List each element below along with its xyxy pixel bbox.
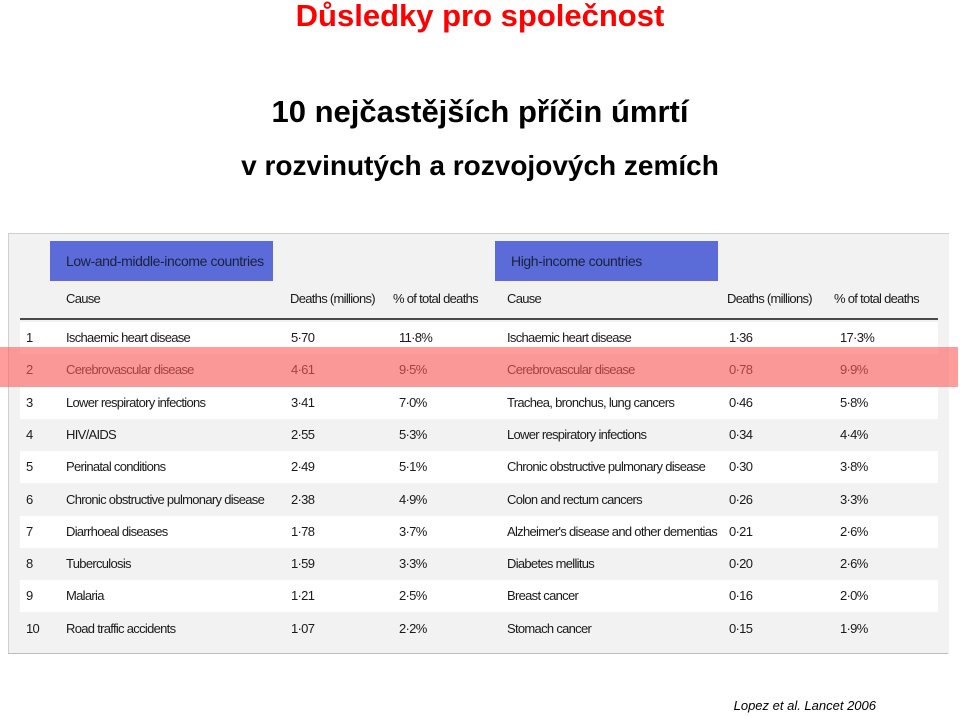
high-cause-cell: Breast cancer — [507, 588, 579, 604]
low-cause-cell: Ischaemic heart disease — [66, 330, 191, 345]
page-subtitle-2: v rozvinutých a rozvojových zemích — [241, 150, 719, 181]
high-cause-cell: Alzheimer's disease and other dementias — [507, 523, 718, 539]
table-row: 7 Diarrhoeal diseases 1·78 3·7% Alzheimer's … — [20, 515, 938, 548]
header-divider — [20, 318, 938, 320]
low-deaths-cell: 1·78 — [291, 523, 315, 539]
high-cause-cell: Chronic obstructive pulmonary disease — [507, 459, 706, 475]
high-pct-cell: 4·4% — [840, 426, 868, 442]
low-pct-cell: 5·3% — [399, 426, 427, 442]
high-pct-cell: 3·3% — [840, 491, 868, 507]
page-title: Důsledky pro společnost — [295, 0, 665, 33]
high-cause-cell: Lower respiratory infections — [507, 426, 647, 442]
low-deaths-cell: 3·41 — [291, 394, 315, 410]
low-cause-cell: Lower respiratory infections — [66, 394, 206, 410]
high-pct-cell: 2·6% — [840, 556, 868, 572]
rank-cell: 5 — [26, 459, 33, 475]
low-pct-cell: 7·0% — [399, 394, 427, 410]
high-cause-cell: Ischaemic heart disease — [507, 330, 632, 345]
high-deaths-cell: 0·15 — [729, 620, 753, 636]
high-pct-cell: 2·6% — [840, 523, 868, 539]
low-pct-cell: 5·1% — [399, 459, 427, 475]
group-header-low-income: Low-and-middle-income countries — [50, 241, 273, 281]
rank-cell: 3 — [26, 394, 33, 410]
rank-cell: 8 — [26, 556, 33, 572]
high-deaths-cell: 0·26 — [729, 491, 753, 507]
table-row: 4 HIV/AIDS 2·55 5·3% Lower respiratory infec… — [20, 419, 938, 451]
table-row: 10 Road traffic accidents 1·07 2·2% Stomach … — [20, 613, 938, 645]
high-pct-cell: 3·8% — [840, 459, 868, 475]
low-cause-cell: Diarrhoeal diseases — [66, 523, 168, 539]
group-header-high-income: High-income countries — [495, 241, 718, 281]
low-cause-cell: Malaria — [66, 588, 104, 604]
high-deaths-cell: 0·21 — [729, 523, 753, 539]
column-header-deaths-low: Deaths (millions) — [290, 291, 376, 306]
high-pct-cell: 1·9% — [840, 620, 868, 636]
high-pct-cell: 17·3% — [840, 330, 875, 345]
high-deaths-cell: 0·46 — [729, 394, 753, 410]
high-deaths-cell: 0·16 — [729, 588, 753, 604]
highlight-bar — [0, 347, 958, 387]
low-pct-cell: 2·2% — [399, 620, 427, 636]
low-cause-cell: HIV/AIDS — [66, 426, 117, 442]
column-header-deaths-high: Deaths (millions) — [727, 291, 813, 306]
column-header-pct-low: % of total deaths — [393, 291, 479, 306]
rank-cell: 9 — [26, 588, 33, 604]
page-subtitle-1: 10 nejčastějších příčin úmrtí — [271, 94, 689, 129]
column-header-cause-low: Cause — [66, 291, 101, 306]
rank-cell: 7 — [26, 523, 33, 539]
high-deaths-cell: 1·36 — [729, 330, 753, 345]
high-cause-cell: Trachea, bronchus, lung cancers — [507, 394, 675, 410]
table-row: 8 Tuberculosis 1·59 3·3% Diabetes mellitus 0·… — [20, 548, 938, 580]
high-cause-cell: Colon and rectum cancers — [507, 491, 643, 507]
table-bottom-border — [8, 653, 948, 654]
low-deaths-cell: 2·38 — [291, 491, 315, 507]
low-cause-cell: Tuberculosis — [66, 556, 132, 572]
high-deaths-cell: 0·34 — [729, 426, 753, 442]
low-deaths-cell: 2·55 — [291, 426, 315, 442]
column-header-cause-high: Cause — [507, 291, 542, 306]
low-deaths-cell: 1·07 — [291, 620, 315, 636]
low-pct-cell: 3·3% — [399, 556, 427, 572]
low-cause-cell: Road traffic accidents — [66, 620, 176, 636]
low-deaths-cell: 2·49 — [291, 459, 315, 475]
high-deaths-cell: 0·20 — [729, 556, 753, 572]
high-pct-cell: 5·8% — [840, 394, 868, 410]
low-cause-cell: Perinatal conditions — [66, 459, 166, 475]
low-pct-cell: 3·7% — [399, 523, 427, 539]
low-cause-cell: Chronic obstructive pulmonary disease — [66, 491, 265, 507]
high-cause-cell: Stomach cancer — [507, 620, 592, 636]
rank-cell: 4 — [26, 426, 33, 442]
table-row: 3 Lower respiratory infections 3·41 7·0% Tra… — [20, 386, 938, 419]
low-deaths-cell: 1·59 — [291, 556, 315, 572]
table-row: 5 Perinatal conditions 2·49 5·1% Chronic obs… — [20, 451, 938, 484]
rank-cell: 10 — [26, 620, 40, 636]
low-deaths-cell: 1·21 — [291, 588, 315, 604]
rank-cell: 1 — [26, 330, 33, 345]
low-pct-cell: 4·9% — [399, 491, 427, 507]
column-header-pct-high: % of total deaths — [834, 291, 920, 306]
citation: Lopez et al. Lancet 2006 — [733, 698, 876, 713]
high-cause-cell: Diabetes mellitus — [507, 556, 595, 572]
high-pct-cell: 2·0% — [840, 588, 868, 604]
low-pct-cell: 2·5% — [399, 588, 427, 604]
low-pct-cell: 11·8% — [399, 330, 433, 345]
low-deaths-cell: 5·70 — [291, 330, 315, 345]
high-deaths-cell: 0·30 — [729, 459, 753, 475]
table-row: 9 Malaria 1·21 2·5% Breast cancer 0·16 2·0% — [20, 580, 938, 613]
rank-cell: 6 — [26, 491, 33, 507]
table-row: 6 Chronic obstructive pulmonary disease 2·… — [20, 484, 938, 516]
